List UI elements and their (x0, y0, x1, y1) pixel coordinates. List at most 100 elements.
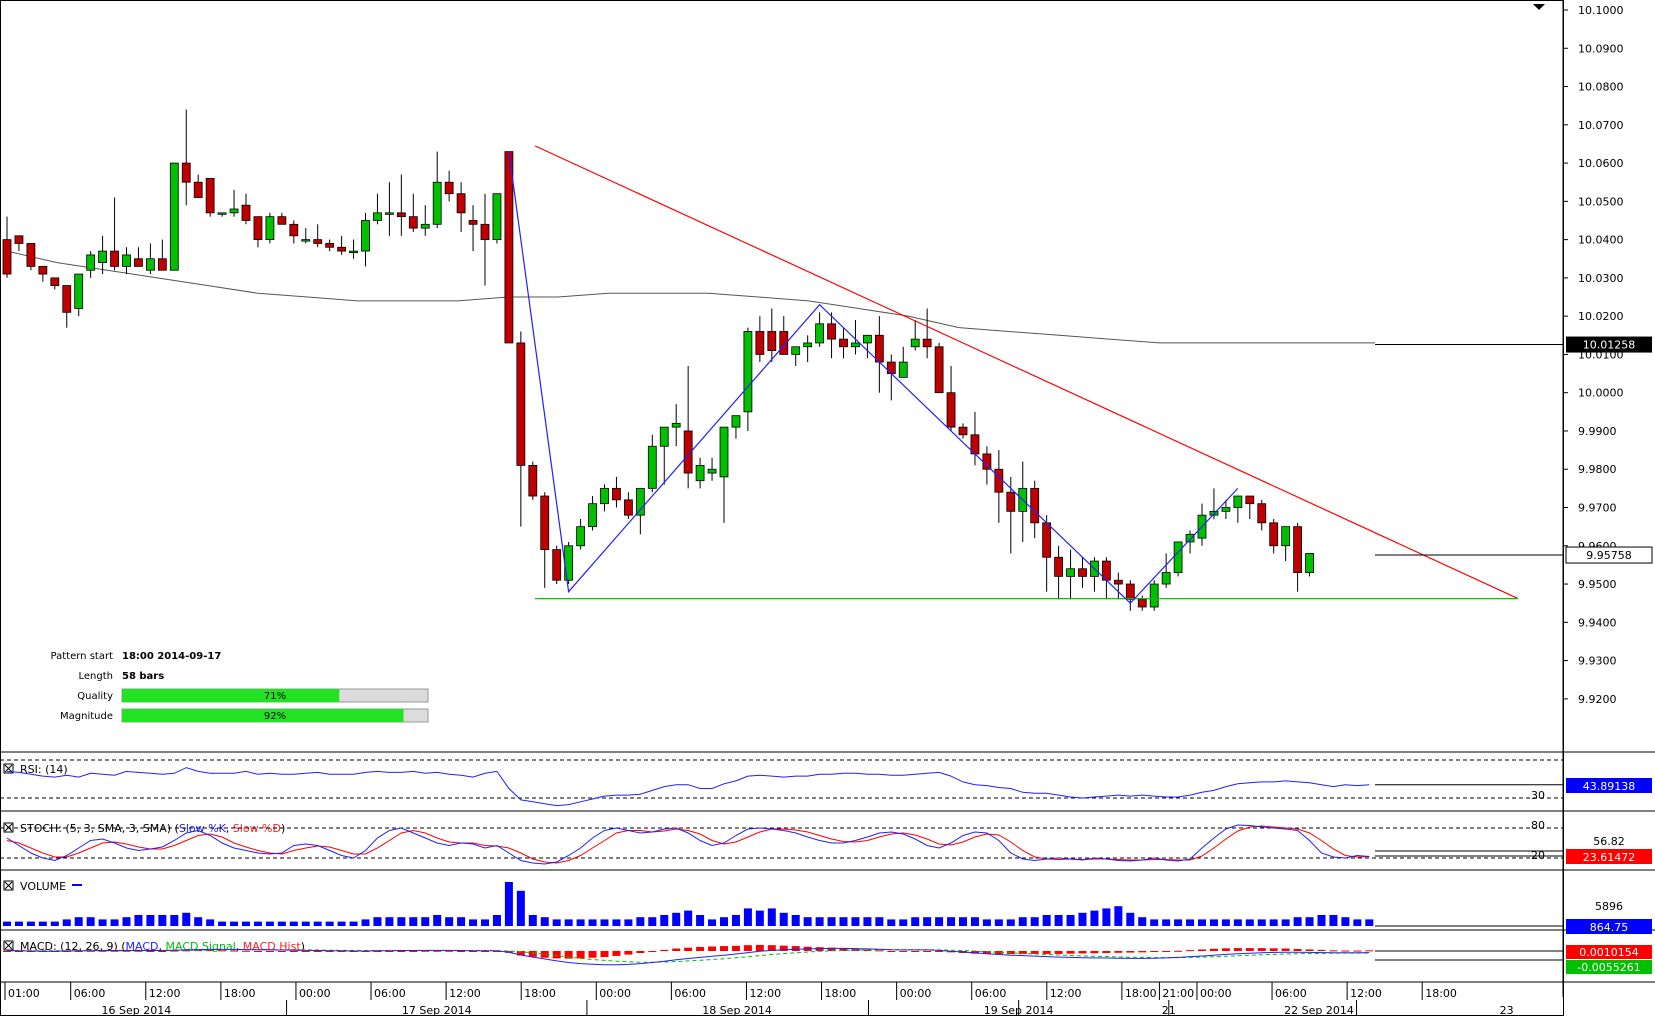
volume-bar (277, 921, 286, 926)
volume-bar (827, 917, 836, 926)
volume-bar (851, 917, 860, 926)
macd-hist-value-label: 0.0010154 (1579, 946, 1639, 959)
macd-hist-bar (755, 944, 764, 951)
volume-bar (720, 917, 728, 926)
price-tick-label: 9.9500 (1578, 578, 1617, 591)
volume-bar (516, 890, 525, 926)
macd-hist-bar (1126, 951, 1135, 953)
volume-bar (1150, 919, 1159, 926)
macd-hist-bar (779, 945, 788, 951)
bearish-candle (337, 246, 347, 252)
macd-hist-bar (325, 951, 334, 952)
bullish-candle (492, 193, 502, 241)
bearish-candle (14, 235, 24, 244)
time-tick-label: 12:00 (449, 987, 481, 1000)
bullish-candle (384, 212, 394, 215)
macd-hist-bar (1353, 950, 1362, 952)
volume-bar (1257, 919, 1266, 926)
time-tick-label: 12:00 (1050, 987, 1082, 1000)
time-tick-label: 00:00 (299, 987, 331, 1000)
macd-hist-bar (385, 951, 394, 952)
volume-bar (361, 919, 370, 926)
bearish-candle (1125, 583, 1135, 600)
volume-bar (982, 919, 991, 926)
macd-hist-bar (720, 946, 728, 951)
macd-hist-bar (277, 951, 286, 952)
volume-bar (385, 917, 394, 926)
volume-bar (970, 917, 979, 926)
volume-bar (1078, 912, 1087, 926)
volume-bar (839, 917, 848, 926)
pattern-quality-label: Quality (77, 691, 113, 702)
volume-bar (1353, 919, 1362, 926)
macd-hist-bar (636, 951, 645, 954)
macd-hist-bar (1186, 950, 1195, 952)
volume-bar (1209, 919, 1218, 926)
macd-hist-bar (911, 951, 920, 952)
chevron-down-icon[interactable] (1533, 4, 1545, 10)
macd-hist-bar (528, 951, 537, 957)
bullish-candle (600, 487, 609, 505)
volume-bar (648, 917, 657, 926)
close-icon[interactable] (3, 763, 14, 774)
price-tick-label: 9.9400 (1578, 616, 1617, 629)
bullish-candle (86, 254, 96, 271)
macd-hist-bar (1365, 950, 1374, 952)
volume-bar (50, 921, 59, 926)
macd-hist-bar (313, 951, 322, 952)
volume-bar (74, 917, 83, 926)
rsi-line (6, 767, 1370, 807)
date-label: 18 Sep 2014 (702, 1004, 772, 1017)
volume-bar (349, 921, 358, 926)
macd-hist-bar (457, 951, 466, 952)
volume-bar (313, 921, 322, 926)
macd-hist-bar (445, 950, 454, 952)
macd-hist-bar (600, 951, 609, 958)
time-tick-label: 21:00 (1162, 987, 1194, 1000)
price-tick-label: 10.0000 (1578, 387, 1624, 400)
time-tick-label: 18:00 (1125, 987, 1157, 1000)
volume-bar (421, 917, 430, 926)
volume-bar (1042, 915, 1051, 926)
macd-line (6, 947, 1370, 966)
volume-bar (433, 915, 442, 926)
macd-hist-bar (1233, 948, 1242, 951)
bullish-candle (635, 487, 645, 516)
volume-bar (253, 921, 262, 926)
macd-hist-bar (743, 945, 752, 951)
rsi-value-label: 43.89138 (1583, 780, 1636, 793)
macd-signal-value-box (1566, 960, 1652, 974)
date-label: 22 Sep 2014 (1284, 1004, 1354, 1017)
macd-hist-bar (827, 947, 836, 951)
volume-bar (1162, 919, 1171, 926)
macd-panel: MACD: (12, 26, 9) (MACD, MACD Signal, MA… (3, 940, 1652, 974)
macd-hist-bar (469, 951, 478, 952)
volume-bar (1066, 915, 1075, 926)
volume-bar (397, 917, 406, 926)
time-axis: 01:00 06:00 12:00 18:00 00:00 06:00 12:00 18:00… (4, 982, 1514, 1017)
macd-hist-bar (158, 951, 167, 952)
macd-hist-bar (887, 951, 896, 952)
volume-bar (1186, 919, 1195, 926)
bullish-candle (588, 503, 597, 528)
macd-hist-bar (289, 951, 298, 952)
resistance-trendline (534, 145, 1519, 600)
date-label: 23 (1500, 1004, 1514, 1017)
volume-bar (1174, 919, 1183, 926)
volume-bar (791, 915, 800, 926)
bearish-candle (504, 151, 514, 344)
close-icon[interactable] (3, 880, 14, 891)
pattern-start-value: 18:00 2014-09-17 (122, 651, 221, 662)
volume-bars (3, 882, 1374, 926)
volume-bar (528, 915, 537, 926)
volume-bar (911, 917, 920, 926)
macd-hist-bar (982, 951, 991, 954)
quality-bar-fill (122, 689, 340, 702)
macd-hist-bar (576, 951, 585, 959)
bullish-candle (1221, 507, 1231, 512)
macd-hist-bar (1221, 948, 1230, 951)
bullish-candle (265, 216, 275, 241)
macd-hist-bar (301, 951, 310, 952)
volume-bar (540, 917, 549, 926)
